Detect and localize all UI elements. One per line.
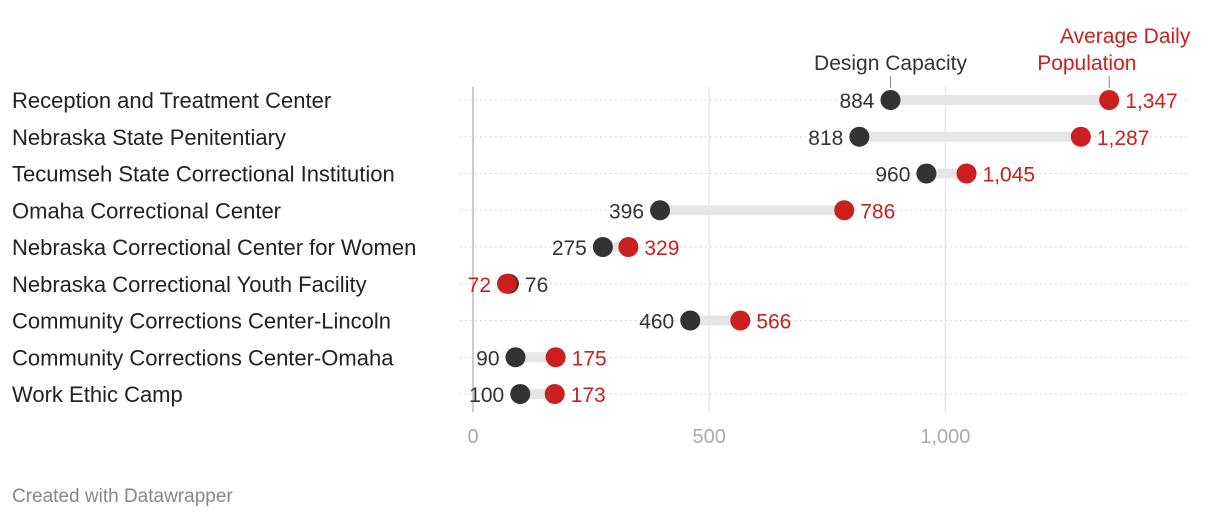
population-label: 175 xyxy=(572,347,607,370)
design-capacity-dot xyxy=(510,384,531,404)
row-label: Reception and Treatment Center xyxy=(12,88,331,113)
x-tick-label: 1,000 xyxy=(920,426,970,448)
population-dot xyxy=(834,200,855,221)
legend-design-capacity: Design Capacity xyxy=(814,52,967,75)
population-label: 173 xyxy=(571,384,606,407)
footer-credit: Created with Datawrapper xyxy=(12,486,233,507)
population-label: 786 xyxy=(860,200,895,223)
design-capacity-label: 90 xyxy=(476,347,499,370)
design-capacity-label: 76 xyxy=(525,274,548,297)
design-capacity-dot xyxy=(916,163,937,184)
design-capacity-label: 275 xyxy=(552,237,587,260)
population-dot xyxy=(1099,90,1120,110)
design-capacity-label: 960 xyxy=(875,164,910,187)
population-label: 566 xyxy=(756,311,791,334)
population-dot xyxy=(497,273,518,294)
design-capacity-dot xyxy=(680,310,701,331)
design-capacity-dot xyxy=(849,126,870,147)
population-dot xyxy=(1070,126,1091,147)
population-dot xyxy=(956,163,977,184)
row-label: Nebraska State Penitentiary xyxy=(12,125,286,150)
population-label: 1,045 xyxy=(983,164,1036,187)
design-capacity-label: 818 xyxy=(808,127,843,150)
population-label: 72 xyxy=(468,274,491,297)
legend-population-line1: Average Daily xyxy=(1060,25,1191,48)
population-dot xyxy=(545,347,566,368)
row-label: Community Corrections Center-Lincoln xyxy=(12,309,391,334)
x-tick-label: 0 xyxy=(467,426,478,448)
population-dot xyxy=(618,237,639,257)
row-label: Work Ethic Camp xyxy=(12,382,183,407)
design-capacity-dot xyxy=(505,347,526,368)
row-label: Community Corrections Center-Omaha xyxy=(12,345,394,370)
population-label: 1,287 xyxy=(1097,127,1150,150)
row-label: Nebraska Correctional Youth Facility xyxy=(12,272,367,297)
design-capacity-label: 396 xyxy=(609,200,644,223)
design-capacity-label: 460 xyxy=(639,311,674,334)
population-label: 329 xyxy=(644,237,679,260)
population-dot xyxy=(544,384,565,404)
design-capacity-dot xyxy=(592,237,613,257)
row-label: Nebraska Correctional Center for Women xyxy=(12,235,416,260)
x-tick-label: 500 xyxy=(692,426,725,448)
design-capacity-dot xyxy=(880,90,901,110)
row-label: Tecumseh State Correctional Institution xyxy=(12,162,395,187)
legend-population-line2: Population xyxy=(1037,52,1136,75)
design-capacity-label: 100 xyxy=(469,384,504,407)
design-capacity-label: 884 xyxy=(839,90,874,113)
population-dot xyxy=(730,310,751,331)
population-label: 1,347 xyxy=(1125,90,1178,113)
row-label: Omaha Correctional Center xyxy=(12,198,281,223)
design-capacity-dot xyxy=(650,200,671,221)
